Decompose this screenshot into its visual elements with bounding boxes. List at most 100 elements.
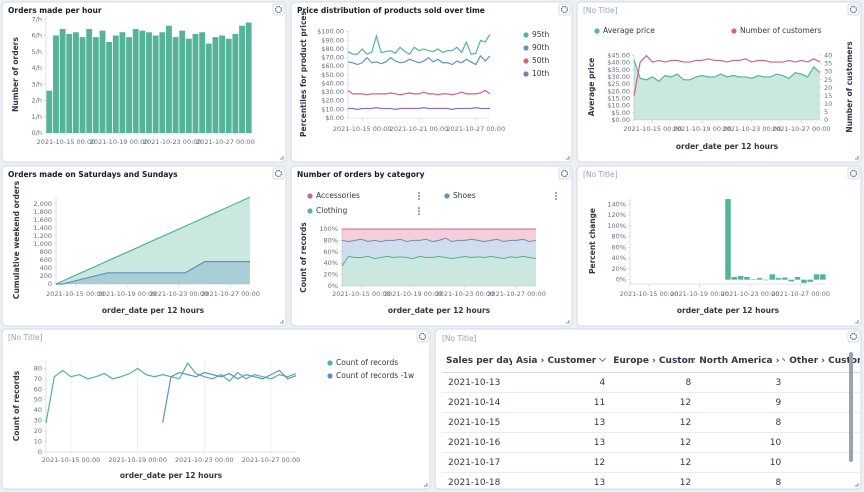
legend-menu-dot [418, 207, 420, 209]
x-axis-title: order_date per 12 hours [676, 142, 779, 151]
bar [72, 32, 79, 133]
bar [159, 32, 166, 133]
y-tick-label: 2/h [32, 97, 42, 105]
column-header[interactable]: Europe › Custom [609, 350, 696, 373]
y-tick-label: 120% [607, 211, 626, 219]
x-tick-label: 2021-10-19 00:00 [673, 125, 732, 133]
table-cell: 4 [512, 372, 610, 393]
bar [106, 42, 113, 133]
x-axis-title: order_date per 12 hours [102, 306, 205, 315]
column-header-text: Sales per day [446, 356, 512, 366]
line [347, 89, 491, 96]
table-body: 2021-10-1348342021-10-1411129112021-10-1… [442, 372, 860, 488]
scrollbar[interactable] [849, 352, 853, 462]
bar [794, 277, 801, 280]
table-cell: 2021-10-17 [442, 452, 512, 473]
x-tick-label: 2021-10-23 00:00 [721, 290, 780, 298]
line [633, 54, 821, 96]
table-cell: 11 [512, 392, 610, 413]
bar [199, 32, 206, 133]
x-tick-label: 2021-10-15 00:00 [332, 290, 391, 298]
bar [775, 278, 782, 280]
y-tick-label: 60% [324, 248, 338, 256]
column-header[interactable]: Asia › Customer [512, 350, 610, 373]
table-cell: 12 [609, 392, 696, 413]
table-cell: 3 [695, 372, 786, 393]
panel-options[interactable] [272, 167, 285, 180]
table-cell: 11 [785, 392, 860, 413]
panel-options[interactable] [416, 330, 429, 343]
gear-icon [849, 5, 858, 14]
table-cell: 13 [512, 432, 610, 453]
gear-icon [274, 5, 283, 14]
x-tick-label: 2021-10-15 00:00 [42, 456, 101, 464]
y-tick-label: $15.00 [607, 94, 630, 102]
legend-marker [523, 45, 529, 51]
bar [813, 274, 820, 280]
column-header[interactable]: Other › Custome [785, 350, 860, 373]
y-tick-label: $40.00 [321, 79, 344, 87]
table-cell: 8 [609, 372, 696, 393]
bar [53, 35, 59, 133]
bar [807, 279, 813, 282]
y-tick-label: 0 [48, 280, 52, 288]
resize-handle [566, 320, 570, 324]
y-tick-label: 1,400 [33, 224, 52, 232]
line [348, 107, 490, 110]
y-tick-label: $30.00 [321, 88, 344, 96]
legend-marker [307, 193, 313, 199]
y-tick-label: 80% [612, 233, 626, 241]
panel-options[interactable] [847, 3, 860, 16]
panel-options[interactable] [558, 3, 571, 16]
panel-options[interactable] [847, 330, 860, 343]
y-tick-label: 10 [34, 438, 42, 446]
x-axis-title: order_date per 12 hours [388, 306, 491, 315]
y-tick-label: $70.00 [321, 54, 344, 62]
bar [245, 22, 252, 133]
bar [769, 274, 776, 280]
y-tick-label: $100.00 [317, 28, 344, 36]
bar [86, 29, 93, 133]
options-button [847, 167, 860, 180]
legend-label: Clothing [316, 206, 347, 215]
bar [112, 35, 119, 133]
x-tick-label: 2021-10-23 00:00 [436, 290, 495, 298]
y-tick-label: 400 [40, 264, 52, 272]
y2-tick-label: 40 [824, 52, 832, 60]
table-cell: 4 [785, 372, 860, 393]
resize-handle [566, 156, 570, 160]
y-tick-label: 80 [34, 364, 42, 372]
line [347, 33, 491, 55]
panel-options[interactable] [272, 3, 285, 16]
panel-title: Price distribution of products sold over… [297, 6, 485, 15]
bar [731, 277, 738, 280]
area [342, 256, 536, 286]
column-header[interactable]: North America › [695, 350, 786, 373]
y-tick-label: 1,000 [33, 240, 52, 248]
panel-options[interactable] [558, 167, 571, 180]
legend-marker [327, 373, 333, 379]
x-tick-label: 2021-10-27 00:00 [771, 290, 830, 298]
legend-menu-dot [418, 195, 420, 197]
x-tick-label: 2021-10-27 00:00 [196, 138, 255, 146]
resize-handle [424, 483, 428, 487]
legend-label: Shoes [453, 191, 476, 200]
line [162, 369, 297, 423]
legend-marker [731, 28, 737, 34]
x-tick-label: 2021-10-27 00:00 [201, 290, 260, 298]
gear-icon [274, 169, 283, 178]
x-tick-label: 2021-10-23 00:00 [723, 125, 782, 133]
resize-handle [280, 320, 284, 324]
y-tick-label: $5.00 [611, 109, 630, 117]
gear-icon [560, 5, 569, 14]
y-axis-title: Percent change [588, 208, 597, 274]
legend-label: 10th [532, 69, 549, 78]
column-header[interactable]: Sales per day [442, 350, 512, 373]
panel-options[interactable] [847, 167, 860, 180]
bar [725, 199, 731, 280]
area [634, 59, 820, 120]
y-axis-title: Count of records [12, 370, 21, 441]
bar [232, 33, 239, 133]
area [342, 238, 536, 267]
legend-label: 95th [532, 30, 549, 39]
